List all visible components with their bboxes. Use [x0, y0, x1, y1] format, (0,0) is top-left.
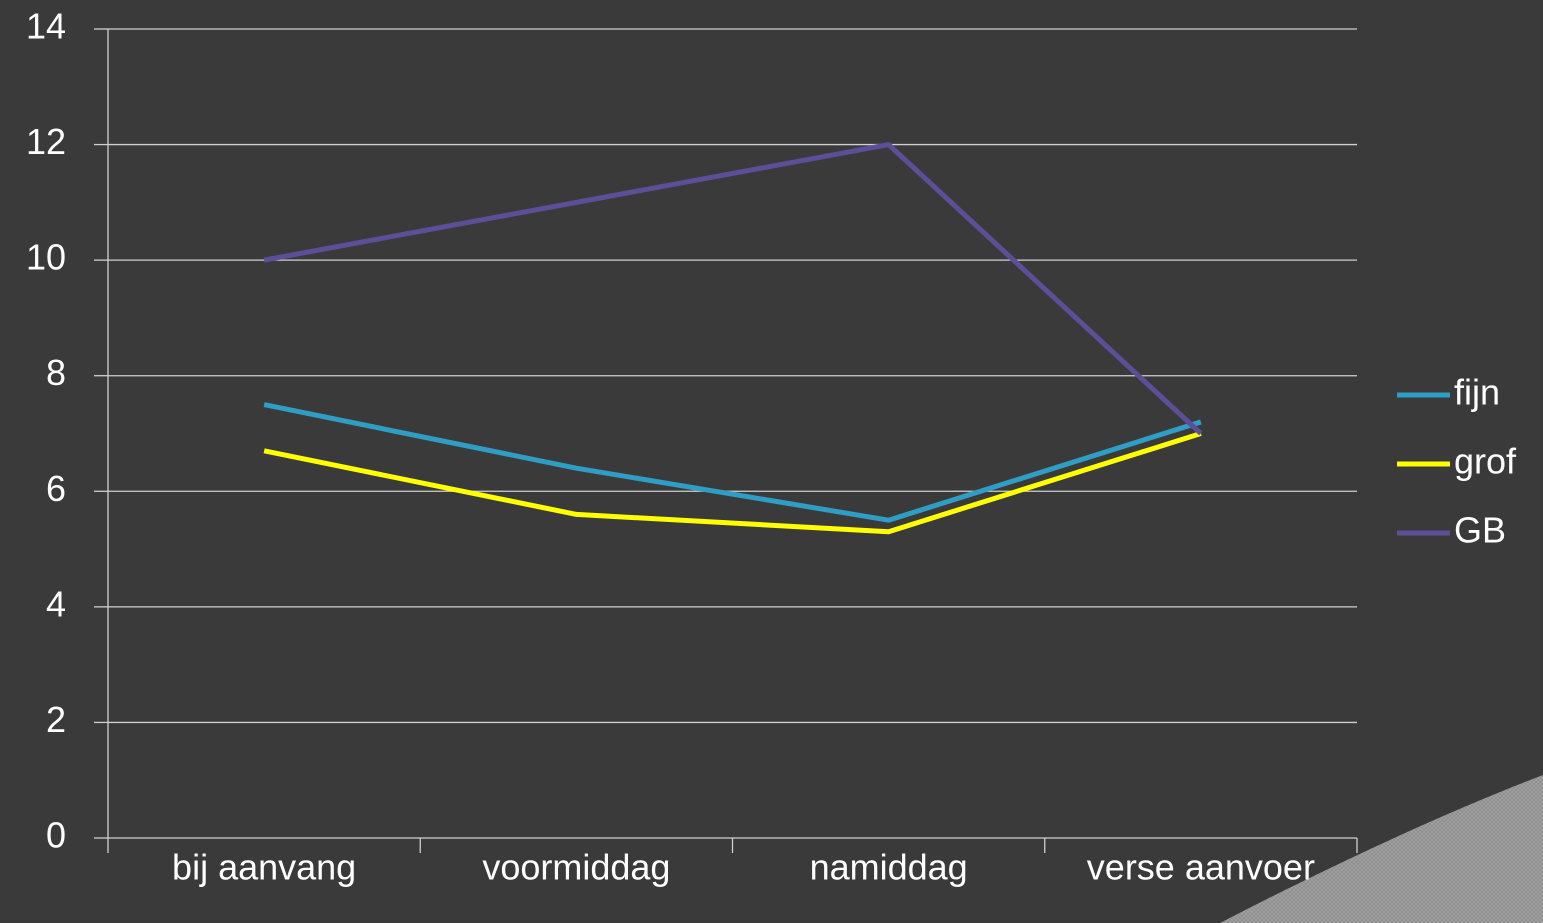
y-tick-label: 2 — [46, 699, 66, 740]
y-tick-label: 0 — [46, 815, 66, 856]
legend-label: fijn — [1454, 372, 1500, 413]
y-tick-label: 12 — [26, 121, 66, 162]
series-line — [263, 142, 1203, 436]
y-tick-label: 6 — [46, 468, 66, 509]
legend-label: grof — [1454, 441, 1517, 482]
x-tick-label: bij aanvang — [172, 847, 356, 888]
y-tick-label: 4 — [46, 583, 66, 624]
series-line — [263, 431, 1202, 535]
page-curl-decoration — [1220, 775, 1543, 923]
y-tick-label: 10 — [26, 237, 66, 278]
x-tick-label: namiddag — [810, 847, 968, 888]
plot-area: 0 2 4 6 8 10 12 14 bij aanvang voormiddag namiddag… — [26, 6, 1517, 888]
legend-label: GB — [1454, 510, 1506, 551]
y-tick-label: 14 — [26, 6, 66, 47]
x-tick-label: voormiddag — [482, 847, 670, 888]
series-line — [263, 402, 1202, 523]
y-tick-label: 8 — [46, 352, 66, 393]
x-tick-label: verse aanvoer — [1087, 847, 1315, 888]
